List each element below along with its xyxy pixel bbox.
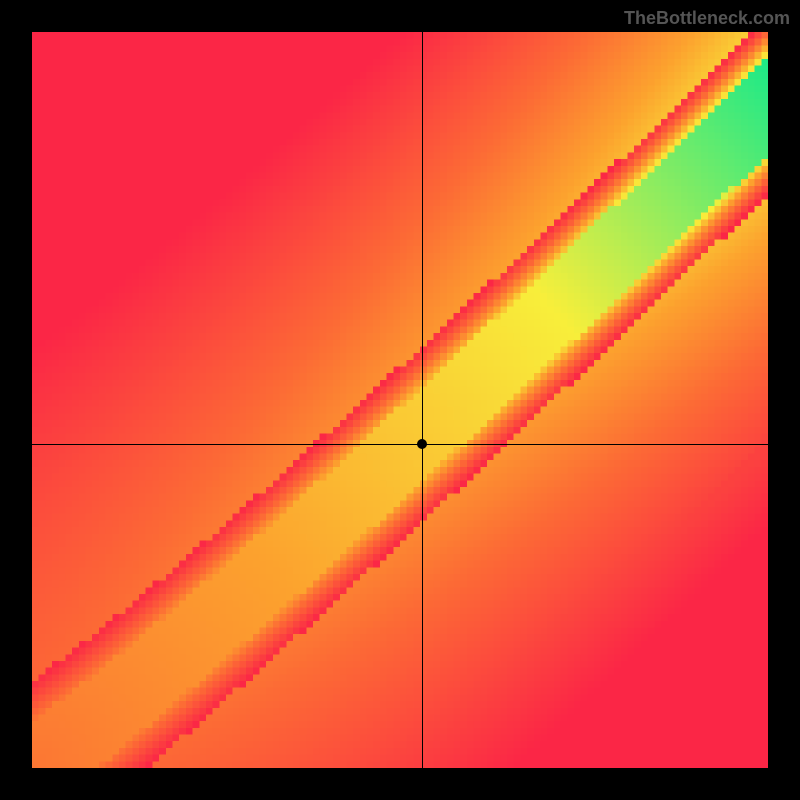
bottleneck-data-point [417,439,427,449]
attribution-text: TheBottleneck.com [624,8,790,29]
plot-area [32,32,768,768]
bottleneck-heatmap [32,32,768,768]
crosshair-vertical [422,32,423,768]
crosshair-horizontal [32,444,768,445]
chart-container: TheBottleneck.com [0,0,800,800]
